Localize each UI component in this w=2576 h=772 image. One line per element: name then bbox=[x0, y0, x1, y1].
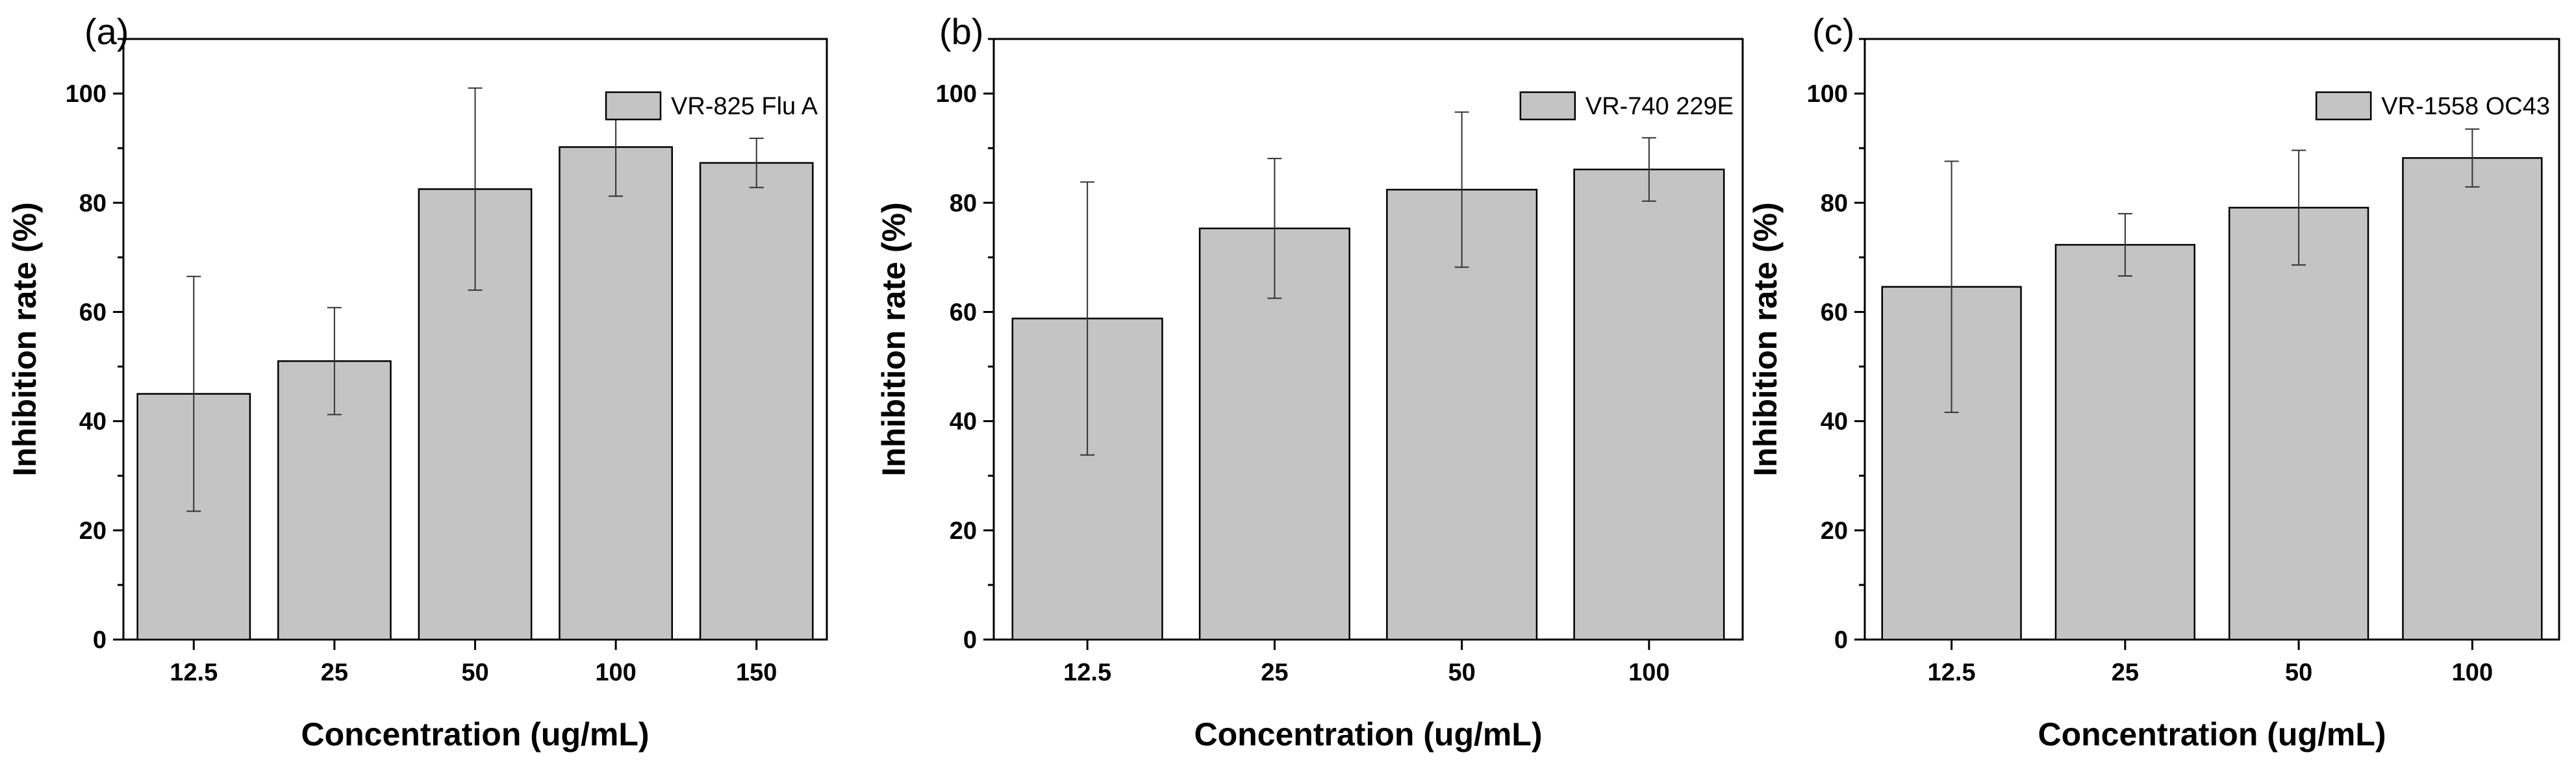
legend-label: VR-740 229E bbox=[1585, 93, 1734, 120]
x-tick-label: 100 bbox=[1628, 659, 1669, 686]
x-axis-title: Concentration (ug/mL) bbox=[2038, 716, 2386, 753]
y-tick-label: 40 bbox=[79, 408, 107, 436]
y-tick-label: 80 bbox=[950, 190, 977, 217]
legend: VR-1558 OC43 bbox=[2315, 91, 2550, 121]
chart-panel-0: (a) 0 20 40 60 80 100 12.5 25 50 100 150 Concentrati… bbox=[6, 11, 828, 753]
bar bbox=[2402, 157, 2543, 641]
x-tick-label: 50 bbox=[2285, 659, 2312, 686]
legend-swatch bbox=[2315, 91, 2372, 121]
x-tick-label: 50 bbox=[1448, 659, 1475, 686]
y-tick-label: 100 bbox=[1807, 81, 1848, 108]
legend-label: VR-1558 OC43 bbox=[2381, 93, 2550, 120]
y-tick-label: 100 bbox=[936, 81, 977, 108]
y-tick-label: 0 bbox=[93, 627, 107, 654]
x-tick-label: 12.5 bbox=[1928, 659, 1976, 686]
x-axis-title: Concentration (ug/mL) bbox=[301, 716, 649, 753]
y-axis-title: Inhibition rate (%) bbox=[6, 202, 43, 476]
y-axis-title: Inhibition rate (%) bbox=[1747, 202, 1784, 476]
plot-frame bbox=[992, 38, 1744, 641]
panel-label: (c) bbox=[1812, 11, 1854, 52]
bar bbox=[1573, 168, 1725, 641]
x-tick-label: 150 bbox=[736, 659, 777, 686]
y-tick-label: 100 bbox=[66, 81, 107, 108]
y-tick-label: 0 bbox=[963, 627, 977, 654]
y-tick-label: 60 bbox=[950, 299, 977, 326]
y-tick-label: 0 bbox=[1834, 627, 1848, 654]
x-tick-label: 100 bbox=[595, 659, 636, 686]
x-tick-label: 100 bbox=[2452, 659, 2493, 686]
panel-label: (a) bbox=[84, 11, 129, 52]
y-axis-title: Inhibition rate (%) bbox=[876, 202, 912, 476]
legend-swatch bbox=[1519, 91, 1576, 121]
y-tick-label: 80 bbox=[79, 190, 107, 217]
x-tick-label: 12.5 bbox=[1063, 659, 1111, 686]
y-tick-label: 20 bbox=[1821, 517, 1848, 545]
bar bbox=[2054, 243, 2196, 641]
x-tick-label: 25 bbox=[321, 659, 348, 686]
y-tick-label: 60 bbox=[79, 299, 107, 326]
y-tick-label: 80 bbox=[1821, 190, 1848, 217]
legend: VR-825 Flu A bbox=[605, 91, 818, 121]
y-tick-label: 40 bbox=[1821, 408, 1848, 436]
y-tick-label: 20 bbox=[79, 517, 107, 545]
chart-panel-1: (b) 0 20 40 60 80 100 12.5 25 50 100 Concentration … bbox=[876, 11, 1744, 753]
plot-frame bbox=[1863, 38, 2560, 641]
legend: VR-740 229E bbox=[1519, 91, 1734, 121]
legend-label: VR-825 Flu A bbox=[671, 93, 818, 120]
x-tick-label: 50 bbox=[461, 659, 488, 686]
bar bbox=[559, 146, 673, 641]
panel-label: (b) bbox=[939, 11, 983, 52]
x-tick-label: 12.5 bbox=[170, 659, 218, 686]
chart-panel-2: (c) 0 20 40 60 80 100 12.5 25 50 100 Concentration … bbox=[1747, 11, 2560, 753]
legend-swatch bbox=[605, 91, 662, 121]
x-tick-label: 25 bbox=[1261, 659, 1288, 686]
y-tick-label: 60 bbox=[1821, 299, 1848, 326]
x-tick-label: 25 bbox=[2112, 659, 2139, 686]
bar bbox=[699, 162, 814, 641]
bar bbox=[2228, 206, 2369, 641]
y-tick-label: 20 bbox=[950, 517, 977, 545]
y-tick-label: 40 bbox=[950, 408, 977, 436]
x-axis-title: Concentration (ug/mL) bbox=[1194, 716, 1542, 753]
